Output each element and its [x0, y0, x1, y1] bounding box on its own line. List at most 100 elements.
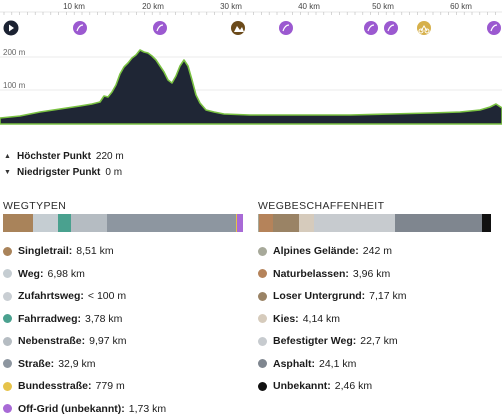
- legend-label: Naturbelassen:: [273, 268, 349, 280]
- bar-segment[interactable]: [273, 214, 299, 232]
- legend-dot-icon: [3, 404, 12, 413]
- surfaces-section: WEGBESCHAFFENHEIT Alpines Gelände: 242 m N…: [258, 200, 498, 398]
- legend-label: Fahrradweg:: [18, 313, 81, 325]
- km-tick-label: 50 km: [372, 2, 394, 11]
- bar-segment[interactable]: [482, 214, 491, 232]
- bar-segment[interactable]: [299, 214, 314, 232]
- legend-value: 1,73 km: [129, 403, 166, 415]
- bar-segment[interactable]: [33, 214, 58, 232]
- legend-dot-icon: [3, 247, 12, 256]
- legend-value: 8,51 km: [76, 245, 113, 257]
- legend-value: < 100 m: [88, 290, 126, 302]
- km-tick-label: 10 km: [63, 2, 85, 11]
- legend-value: 32,9 km: [58, 358, 95, 370]
- legend-label: Weg:: [18, 268, 43, 280]
- highest-point-label: Höchster Punkt: [17, 151, 91, 162]
- legend-item[interactable]: Asphalt:24,1 km: [258, 353, 498, 376]
- legend-value: 779 m: [96, 380, 125, 392]
- legend-label: Singletrail:: [18, 245, 72, 257]
- legend-label: Unbekannt:: [273, 380, 331, 392]
- surfaces-bar[interactable]: [258, 214, 498, 232]
- legend-label: Alpines Gelände:: [273, 245, 359, 257]
- legend-label: Loser Untergrund:: [273, 290, 365, 302]
- lowest-point-row: ▼ Niedrigster Punkt 0 m: [4, 164, 124, 180]
- legend-dot-icon: [3, 314, 12, 323]
- km-tick-label: 30 km: [220, 2, 242, 11]
- elevation-stats: ▲ Höchster Punkt 220 m ▼ Niedrigster Pun…: [4, 148, 124, 180]
- legend-item[interactable]: Naturbelassen: 3,96 km: [258, 263, 498, 286]
- km-ruler: 10 km 20 km 30 km 40 km 50 km 60 km: [0, 2, 502, 15]
- legend-item[interactable]: Befestigter Weg: 22,7 km: [258, 330, 498, 353]
- legend-value: 242 m: [363, 245, 392, 257]
- y-axis-label: 200 m: [3, 48, 26, 57]
- waypoint-marker[interactable]: [384, 21, 398, 35]
- legend-label: Kies:: [273, 313, 299, 325]
- legend-item[interactable]: Nebenstraße: 9,97 km: [3, 330, 243, 353]
- highest-point-value: 220 m: [96, 151, 124, 162]
- legend-item[interactable]: Loser Untergrund: 7,17 km: [258, 285, 498, 308]
- legend-dot-icon: [258, 247, 267, 256]
- bar-segment[interactable]: [259, 214, 273, 232]
- legend-item[interactable]: Fahrradweg: 3,78 km: [3, 308, 243, 331]
- legend-item[interactable]: Zufahrtsweg: < 100 m: [3, 285, 243, 308]
- bar-segment[interactable]: [395, 214, 481, 232]
- legend-dot-icon: [258, 359, 267, 368]
- elevation-profile: [0, 50, 502, 124]
- lowest-point-icon: ▼: [4, 169, 13, 176]
- legend-item[interactable]: Unbekannt:2,46 km: [258, 375, 498, 398]
- legend-item[interactable]: Kies: 4,14 km: [258, 308, 498, 331]
- lowest-point-label: Niedrigster Punkt: [17, 167, 100, 178]
- legend-value: 7,17 km: [369, 290, 406, 302]
- km-tick-label: 40 km: [298, 2, 320, 11]
- legend-item[interactable]: Off-Grid (unbekannt): 1,73 km: [3, 398, 243, 420]
- legend-value: 9,97 km: [89, 335, 126, 347]
- waypoint-marker[interactable]: [417, 21, 431, 35]
- legend-dot-icon: [3, 292, 12, 301]
- legend-dot-icon: [258, 292, 267, 301]
- legend-dot-icon: [258, 337, 267, 346]
- elevation-chart[interactable]: 10 km 20 km 30 km 40 km 50 km 60 km: [0, 0, 502, 132]
- waypoint-marker[interactable]: [487, 21, 501, 35]
- waytypes-section: WEGTYPEN Singletrail: 8,51 km Weg: 6,98 km Z…: [3, 200, 243, 420]
- legend-label: Nebenstraße:: [18, 335, 85, 347]
- legend-item[interactable]: Straße: 32,9 km: [3, 353, 243, 376]
- waytypes-bar[interactable]: [3, 214, 243, 232]
- highest-point-row: ▲ Höchster Punkt 220 m: [4, 148, 124, 164]
- legend-item[interactable]: Weg: 6,98 km: [3, 263, 243, 286]
- legend-item[interactable]: Bundesstraße: 779 m: [3, 375, 243, 398]
- bar-segment[interactable]: [107, 214, 236, 232]
- waypoint-marker[interactable]: [231, 21, 245, 35]
- waypoint-marker[interactable]: [73, 21, 87, 35]
- waypoint-marker[interactable]: [364, 21, 378, 35]
- legend-item[interactable]: Alpines Gelände: 242 m: [258, 240, 498, 263]
- legend-label: Zufahrtsweg:: [18, 290, 84, 302]
- bar-segment[interactable]: [237, 214, 243, 232]
- legend-label: Off-Grid (unbekannt):: [18, 403, 125, 415]
- legend-dot-icon: [3, 359, 12, 368]
- y-axis-label: 100 m: [3, 81, 26, 90]
- legend-label: Befestigter Weg:: [273, 335, 356, 347]
- legend-label: Straße:: [18, 358, 54, 370]
- surfaces-legend: Alpines Gelände: 242 m Naturbelassen: 3,96 …: [258, 240, 498, 398]
- bar-segment[interactable]: [3, 214, 33, 232]
- legend-value: 3,96 km: [353, 268, 390, 280]
- waytypes-title: WEGTYPEN: [3, 200, 243, 214]
- legend-value: 24,1 km: [319, 358, 356, 370]
- legend-value: 4,14 km: [303, 313, 340, 325]
- legend-value: 3,78 km: [85, 313, 122, 325]
- waypoint-marker[interactable]: [153, 21, 167, 35]
- highest-point-icon: ▲: [4, 153, 13, 160]
- legend-dot-icon: [3, 269, 12, 278]
- waytypes-legend: Singletrail: 8,51 km Weg: 6,98 km Zufahrtswe…: [3, 240, 243, 420]
- legend-value: 22,7 km: [360, 335, 397, 347]
- legend-item[interactable]: Singletrail: 8,51 km: [3, 240, 243, 263]
- play-button[interactable]: [4, 21, 19, 36]
- waypoint-marker[interactable]: [279, 21, 293, 35]
- waypoint-markers: [73, 21, 501, 35]
- surfaces-title: WEGBESCHAFFENHEIT: [258, 200, 498, 214]
- bar-segment[interactable]: [58, 214, 71, 232]
- legend-value: 6,98 km: [47, 268, 84, 280]
- bar-segment[interactable]: [71, 214, 106, 232]
- bar-segment[interactable]: [314, 214, 396, 232]
- legend-label: Bundesstraße:: [18, 380, 92, 392]
